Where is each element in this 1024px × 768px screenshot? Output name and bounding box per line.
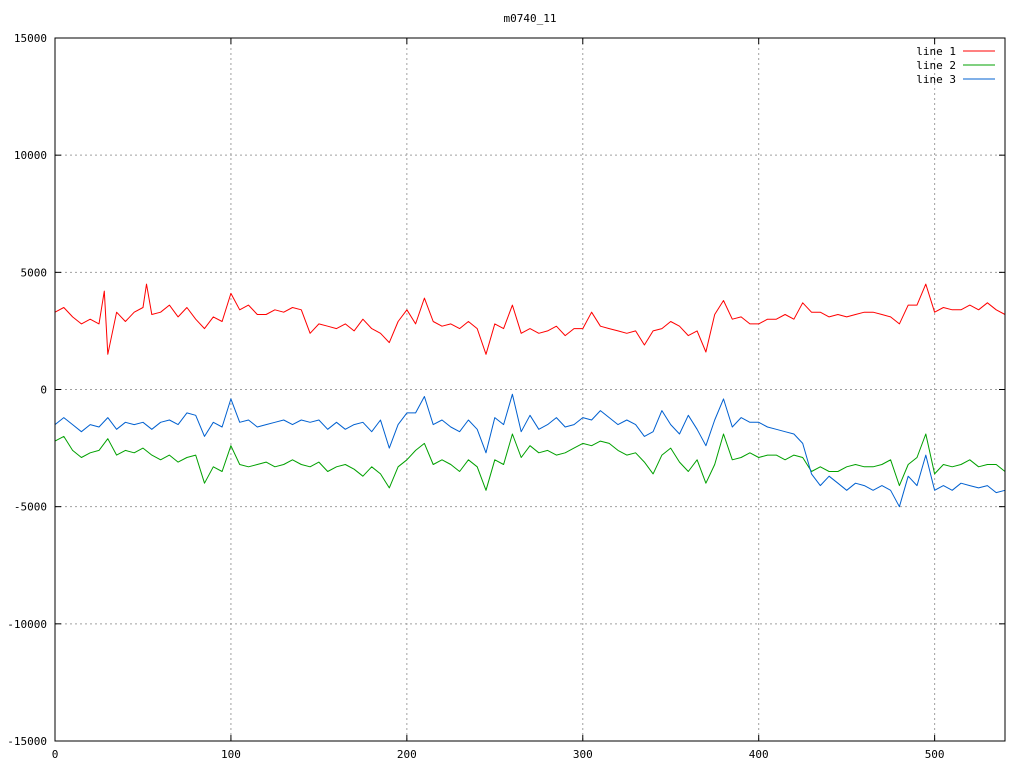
- x-tick-label: 0: [52, 748, 59, 761]
- series-line-3: [54, 393, 1006, 508]
- series-line-1: [54, 283, 1006, 355]
- y-tick-label: -15000: [7, 735, 47, 748]
- legend-label-1: line 1: [916, 45, 956, 58]
- y-tick-label: -5000: [14, 501, 47, 514]
- x-tick-label: 200: [397, 748, 417, 761]
- grid-layer: [55, 38, 1005, 741]
- y-tick-label: 15000: [14, 32, 47, 45]
- x-tick-label: 400: [749, 748, 769, 761]
- x-tick-label: 100: [221, 748, 241, 761]
- y-tick-label: 0: [40, 384, 47, 397]
- y-tick-label: 5000: [21, 266, 48, 279]
- legend-label-3: line 3: [916, 73, 956, 86]
- ticks-layer: 0 100 200 300 400 500 -15000 -10000 -5000 0 5000 10…: [7, 32, 1005, 761]
- legend-label-2: line 2: [916, 59, 956, 72]
- x-tick-label: 300: [573, 748, 593, 761]
- x-tick-label: 500: [925, 748, 945, 761]
- y-tick-label: 10000: [14, 149, 47, 162]
- chart-title: m0740_11: [504, 12, 557, 25]
- series-line-2: [54, 433, 1006, 491]
- y-tick-label: -10000: [7, 618, 47, 631]
- series-layer: [54, 283, 1006, 508]
